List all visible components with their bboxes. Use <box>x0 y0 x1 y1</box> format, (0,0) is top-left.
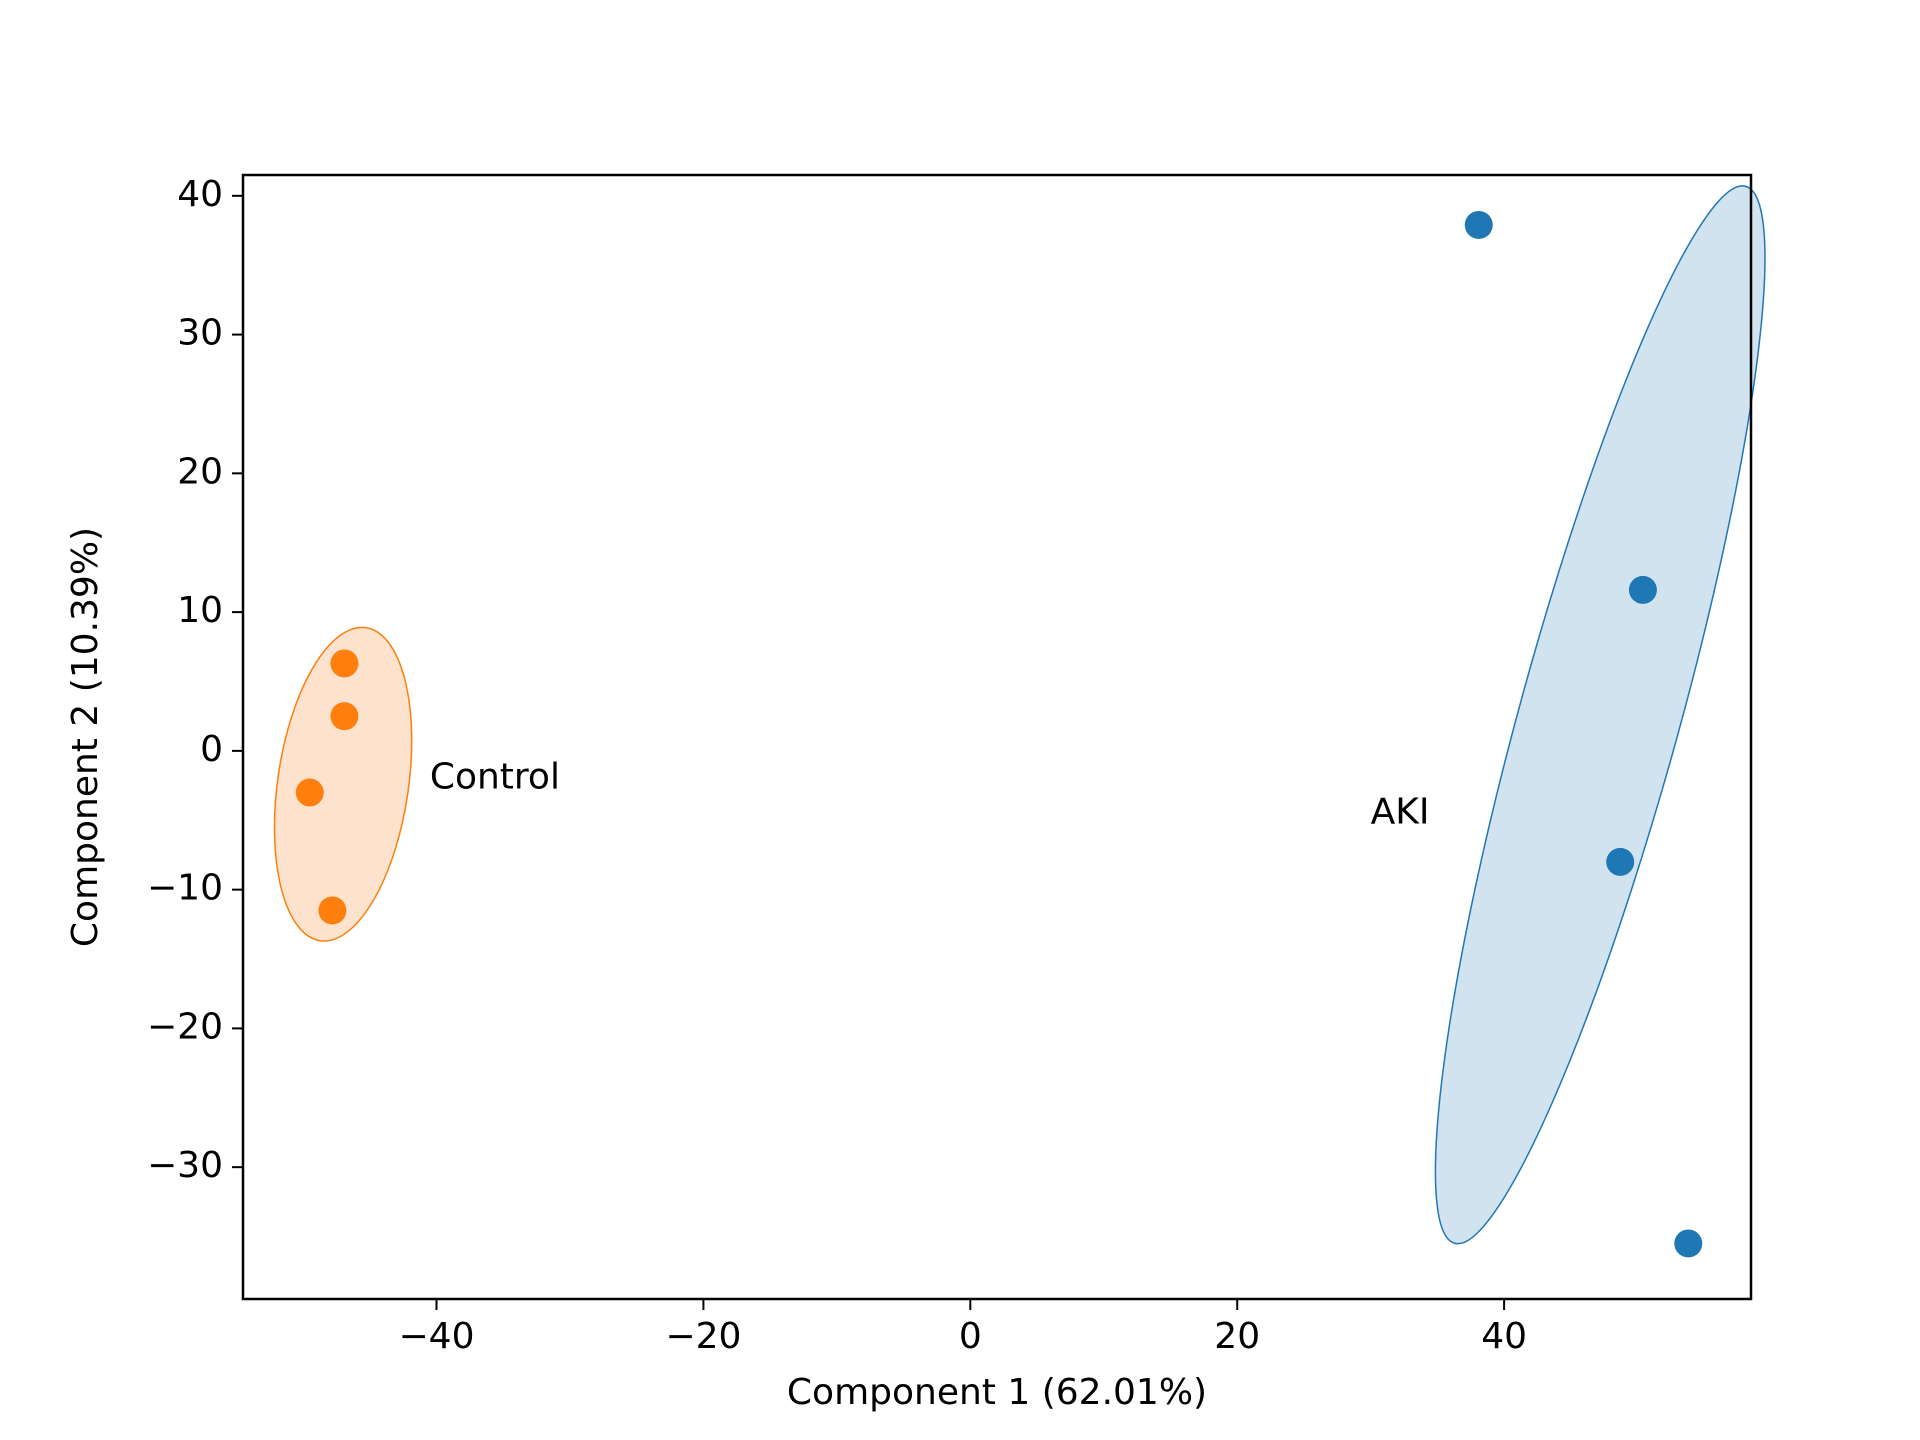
cluster-ellipse <box>1434 185 1766 1245</box>
cluster-ellipse <box>273 626 413 942</box>
cluster-label: AKI <box>1371 791 1430 832</box>
x-tick-label: −40 <box>399 1316 475 1357</box>
x-tick-label: 20 <box>1214 1316 1260 1357</box>
y-tick-label: 0 <box>200 729 223 770</box>
data-point <box>330 649 359 678</box>
data-point <box>1464 210 1493 239</box>
y-tick-label: −10 <box>147 868 223 909</box>
x-tick-label: 40 <box>1481 1316 1527 1357</box>
x-tick-label: 0 <box>959 1316 982 1357</box>
x-tick-label: −20 <box>665 1316 741 1357</box>
y-tick-label: 20 <box>177 451 223 492</box>
y-axis-label: Component 2 (10.39%) <box>65 527 106 947</box>
data-point <box>295 778 324 807</box>
y-tick-label: 40 <box>177 174 223 215</box>
y-tick-label: −20 <box>147 1006 223 1047</box>
data-point <box>1674 1229 1703 1258</box>
data-point <box>318 896 347 925</box>
y-tick-label: −30 <box>147 1145 223 1186</box>
data-point <box>330 702 359 731</box>
data-point <box>1628 575 1657 604</box>
y-tick-label: 30 <box>177 313 223 354</box>
cluster-label: Control <box>430 757 560 798</box>
y-tick-label: 10 <box>177 590 223 631</box>
plot-area-frame <box>241 173 1753 1301</box>
data-point <box>1606 847 1635 876</box>
x-axis-label: Component 1 (62.01%) <box>787 1372 1207 1413</box>
